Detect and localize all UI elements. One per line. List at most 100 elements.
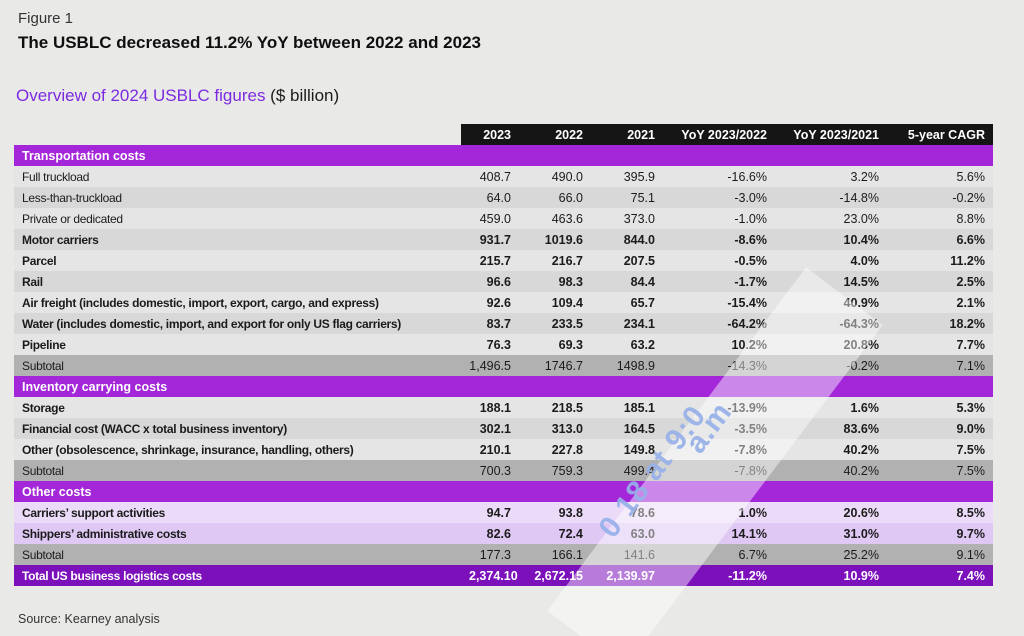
- cell-value: 83.7: [486, 316, 511, 331]
- cell-value: 395.9: [623, 169, 655, 184]
- cell-value: 3.2%: [850, 169, 880, 184]
- section-header-label: Transportation costs: [14, 145, 993, 166]
- cell-value: 313.0: [551, 421, 583, 436]
- cell-value: 164.5: [623, 421, 655, 436]
- column-header: YoY 2023/2021: [775, 124, 887, 145]
- cell-value: 14.1%: [731, 526, 767, 541]
- cell-value: 6.7%: [738, 547, 768, 562]
- table-head: 2023 2022 2021 YoY 2023/2022 YoY 2023/2021 5-…: [14, 124, 993, 145]
- cell-value: -16.6%: [727, 169, 767, 184]
- cell-value: -1.7%: [734, 274, 767, 289]
- cell-value: 759.3: [551, 463, 583, 478]
- row-label: Carriers’ support activities: [22, 505, 165, 520]
- cell-value: 23.0%: [843, 211, 879, 226]
- cell-value: -64.2%: [727, 316, 767, 331]
- subtotal-row: Subtotal 700.3 759.3 499.4 -7.8% 40.2% 7.5%: [14, 460, 993, 481]
- row-label: Rail: [22, 274, 43, 289]
- cell-value: -0.2%: [952, 190, 985, 205]
- cell-value: 31.0%: [843, 526, 879, 541]
- cell-value: 1,496.5: [469, 358, 511, 373]
- cell-value: 14.5%: [843, 274, 879, 289]
- cell-value: 5.3%: [956, 400, 986, 415]
- cell-value: 18.2%: [949, 316, 985, 331]
- cell-value: 9.7%: [956, 526, 986, 541]
- cell-value: 2.5%: [956, 274, 986, 289]
- cell-value: 931.7: [479, 232, 511, 247]
- table-row: Pipeline 76.3 69.3 63.2 10.2% 20.8% 7.7%: [14, 334, 993, 355]
- cell-value: 82.6: [486, 526, 511, 541]
- cell-value: 1746.7: [544, 358, 583, 373]
- cell-value: 373.0: [623, 211, 655, 226]
- cell-value: 302.1: [479, 421, 511, 436]
- cell-value: 185.1: [623, 400, 655, 415]
- cell-value: 149.8: [623, 442, 655, 457]
- row-label: Subtotal: [22, 358, 64, 373]
- cell-value: 2,139.97: [606, 568, 655, 583]
- cell-value: 6.6%: [956, 232, 986, 247]
- cell-value: -0.5%: [734, 253, 767, 268]
- column-header: YoY 2023/2022: [663, 124, 775, 145]
- section-header-row: Transportation costs: [14, 145, 993, 166]
- cell-value: 10.2%: [731, 337, 767, 352]
- table-row: Rail 96.6 98.3 84.4 -1.7% 14.5% 2.5%: [14, 271, 993, 292]
- cell-value: 40.9%: [843, 295, 879, 310]
- cell-value: 20.8%: [843, 337, 879, 352]
- row-label: Water (includes domestic, import, and ex…: [22, 316, 402, 331]
- subtotal-row: Subtotal 177.3 166.1 141.6 6.7% 25.2% 9.1%: [14, 544, 993, 565]
- cell-value: 63.2: [630, 337, 655, 352]
- cell-value: 463.6: [551, 211, 583, 226]
- cell-value: 234.1: [623, 316, 655, 331]
- cell-value: 7.5%: [956, 442, 986, 457]
- column-header-spacer: [14, 124, 461, 145]
- table-row: Carriers’ support activities 94.7 93.8 78.6…: [14, 502, 993, 523]
- cell-value: 92.6: [486, 295, 511, 310]
- row-label: Pipeline: [22, 337, 66, 352]
- cell-value: 8.5%: [956, 505, 986, 520]
- row-label: Motor carriers: [22, 232, 99, 247]
- row-label: Full truckload: [22, 169, 90, 184]
- table-row: Air freight (includes domestic, import, …: [14, 292, 993, 313]
- row-label: Air freight (includes domestic, import, …: [22, 295, 379, 310]
- cell-value: 1.0%: [738, 505, 768, 520]
- row-label: Less-than-truckload: [22, 190, 122, 205]
- cell-value: 141.6: [623, 547, 655, 562]
- cell-value: 215.7: [479, 253, 511, 268]
- cell-value: -14.8%: [839, 190, 879, 205]
- row-label: Subtotal: [22, 463, 64, 478]
- table-row: Less-than-truckload 64.0 66.0 75.1 -3.0% -14.…: [14, 187, 993, 208]
- cell-value: -64.3%: [839, 316, 879, 331]
- row-label: Parcel: [22, 253, 57, 268]
- row-label: Financial cost (WACC x total business in…: [22, 421, 287, 436]
- cell-value: 8.8%: [956, 211, 986, 226]
- row-label: Other (obsolescence, shrinkage, insuranc…: [22, 442, 354, 457]
- cell-value: 65.7: [630, 295, 655, 310]
- cell-value: 7.5%: [956, 463, 986, 478]
- cell-value: 408.7: [479, 169, 511, 184]
- row-label: Total US business logistics costs: [22, 568, 202, 583]
- total-row: Total US business logistics costs 2,374.1…: [14, 565, 993, 586]
- table-row: Shippers’ administrative costs 82.6 72.4 63…: [14, 523, 993, 544]
- table-row: Financial cost (WACC x total business in…: [14, 418, 993, 439]
- cell-value: -14.3%: [727, 358, 767, 373]
- column-header: 2021: [591, 124, 663, 145]
- cell-value: -1.0%: [734, 211, 767, 226]
- cell-value: 63.0: [630, 526, 655, 541]
- section-header-label: Other costs: [14, 481, 993, 502]
- cell-value: 166.1: [551, 547, 583, 562]
- cell-value: -3.0%: [734, 190, 767, 205]
- cell-value: 7.1%: [956, 358, 986, 373]
- cell-value: 459.0: [479, 211, 511, 226]
- table-header-row: 2023 2022 2021 YoY 2023/2022 YoY 2023/2021 5-…: [14, 124, 993, 145]
- cell-value: 96.6: [486, 274, 511, 289]
- column-header: 2023: [461, 124, 519, 145]
- cell-value: -13.9%: [727, 400, 767, 415]
- table-row: Water (includes domestic, import, and ex…: [14, 313, 993, 334]
- cell-value: 83.6%: [843, 421, 879, 436]
- cell-value: -7.8%: [734, 463, 767, 478]
- section-header-row: Other costs: [14, 481, 993, 502]
- cell-value: 9.0%: [956, 421, 986, 436]
- figure-title: The USBLC decreased 11.2% YoY between 20…: [18, 33, 482, 52]
- cell-value: 233.5: [551, 316, 583, 331]
- cell-value: 227.8: [551, 442, 583, 457]
- usblc-table: 2023 2022 2021 YoY 2023/2022 YoY 2023/2021 5-…: [14, 124, 993, 586]
